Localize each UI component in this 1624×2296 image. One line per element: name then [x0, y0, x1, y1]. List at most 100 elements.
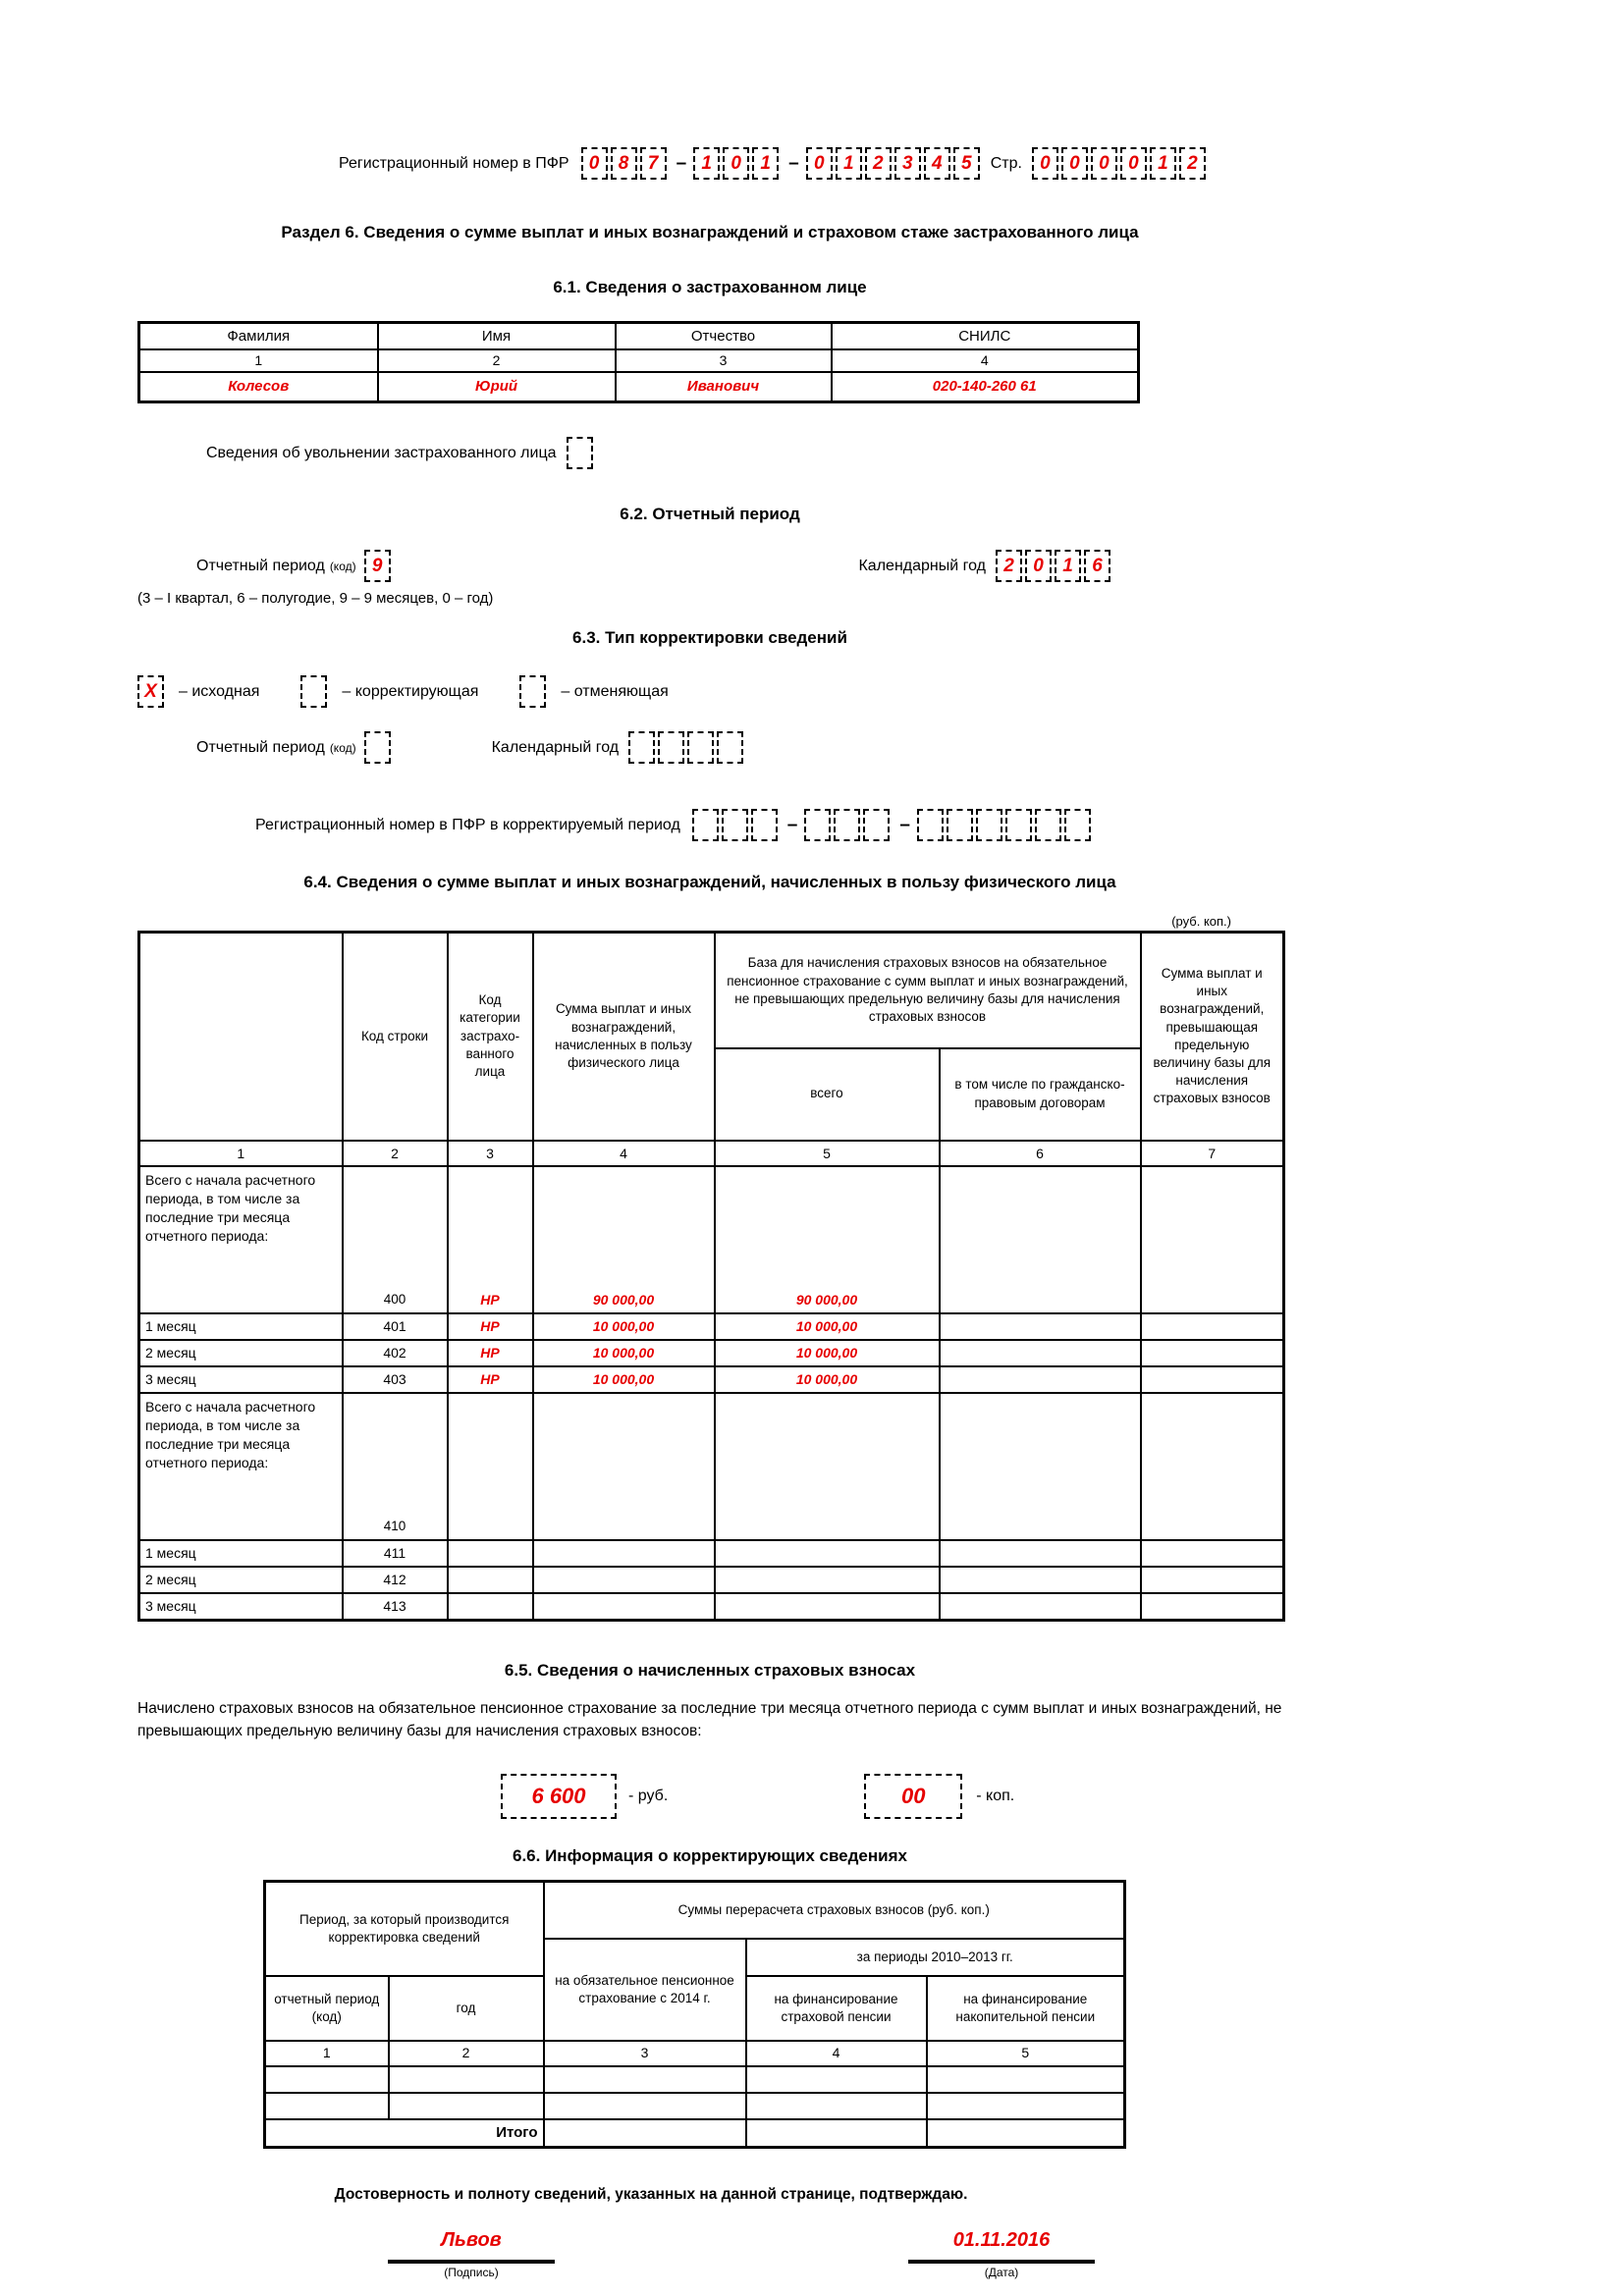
- digit-box[interactable]: 1: [693, 147, 721, 180]
- signature-caption: (Подпись): [444, 2266, 499, 2280]
- category-code: НР: [446, 1339, 534, 1368]
- date-value: 01.11.2016: [952, 2229, 1051, 2252]
- header-report-period-code: отчетный период (код): [263, 1974, 390, 2042]
- digit-box[interactable]: 2: [1178, 147, 1206, 180]
- line-code: 413: [341, 1592, 449, 1622]
- header-lastname: Фамилия: [137, 321, 379, 350]
- digit-box[interactable]: 0: [805, 147, 833, 180]
- s64-title: 6.4. Сведения о сумме выплат и иных возн…: [303, 873, 1116, 891]
- digit-box[interactable]: [804, 809, 832, 841]
- digit-box[interactable]: [628, 731, 656, 764]
- cell: [744, 2091, 928, 2120]
- category-code: НР: [446, 1165, 534, 1315]
- digit-box[interactable]: 6: [1084, 550, 1110, 582]
- digit-box[interactable]: 0: [723, 147, 750, 180]
- digit-box[interactable]: [687, 731, 715, 764]
- digit-box[interactable]: [717, 731, 744, 764]
- digit-box[interactable]: 2: [864, 147, 892, 180]
- digit-box[interactable]: [363, 731, 391, 764]
- digit-box[interactable]: [566, 437, 593, 469]
- digit-box[interactable]: [946, 809, 973, 841]
- digit-box[interactable]: [658, 731, 685, 764]
- base-civil: [938, 1365, 1142, 1395]
- corr-year-label: Календарный год: [491, 738, 620, 756]
- digit-box[interactable]: 0: [1031, 147, 1058, 180]
- digit-box[interactable]: [975, 809, 1002, 841]
- digit-box[interactable]: 0: [1119, 147, 1147, 180]
- digit-box[interactable]: [834, 809, 861, 841]
- digit-box[interactable]: 9: [363, 550, 391, 582]
- col-number: 2: [376, 347, 617, 373]
- digit-box[interactable]: 1: [1055, 550, 1081, 582]
- digit-box[interactable]: 5: [952, 147, 980, 180]
- signature-block: Львов (Подпись): [363, 2229, 579, 2279]
- digit-box[interactable]: [916, 809, 944, 841]
- line-code: 402: [341, 1339, 449, 1368]
- header-firstname: Имя: [376, 321, 617, 350]
- header-ops-2014: на обязательное пенсионное страхование с…: [542, 1937, 747, 2042]
- col-number: 5: [925, 2039, 1126, 2067]
- col-number: 1: [137, 347, 379, 373]
- header-civil-contracts: в том числе по гражданско-правовым догов…: [938, 1046, 1142, 1142]
- digit-box[interactable]: [863, 809, 891, 841]
- digit-box[interactable]: X: [137, 675, 164, 708]
- col-number: 4: [744, 2039, 928, 2067]
- digit-box[interactable]: [1004, 809, 1032, 841]
- payments-number-row: 1 2 3 4 5 6 7: [137, 1139, 1285, 1168]
- digit-box[interactable]: 1: [835, 147, 862, 180]
- total-insurance: [744, 2117, 928, 2149]
- row-label: 2 месяц: [137, 1339, 344, 1368]
- total-ops: [542, 2117, 747, 2149]
- digit-box[interactable]: 0: [580, 147, 608, 180]
- base-civil: [938, 1539, 1142, 1569]
- digit-box[interactable]: 2: [996, 550, 1022, 582]
- base-civil: [938, 1566, 1142, 1595]
- col-number: 2: [341, 1139, 449, 1168]
- digit-box[interactable]: [1063, 809, 1091, 841]
- row-label: Всего с начала расчетного периода, в том…: [137, 1392, 344, 1542]
- cell: [542, 2091, 747, 2120]
- row-411: 1 месяц 411: [137, 1539, 1285, 1569]
- corrections-header-row-3: отчетный период (код) год на финансирова…: [263, 1974, 1126, 2042]
- dismissal-label: Сведения об увольнении застрахованного л…: [206, 444, 557, 461]
- period-codes-note: (3 – I квартал, 6 – полугодие, 9 – 9 мес…: [137, 590, 494, 607]
- corr-period-label: Отчетный период: [196, 738, 325, 756]
- header-base: База для начисления страховых взносов на…: [713, 931, 1142, 1049]
- cancelling-label: – отменяющая: [561, 682, 669, 700]
- digit-box[interactable]: 7: [639, 147, 667, 180]
- date-caption: (Дата): [984, 2266, 1019, 2280]
- base-civil: [938, 1312, 1142, 1342]
- digit-box[interactable]: 4: [923, 147, 950, 180]
- snils-value: 020-140-260 61: [830, 370, 1140, 403]
- row-label: 3 месяц: [137, 1365, 344, 1395]
- header-middlename: Отчество: [614, 321, 833, 350]
- confirmation-text: Достоверность и полноту сведений, указан…: [334, 2186, 968, 2204]
- header-year: год: [387, 1974, 545, 2042]
- digit-box[interactable]: [519, 675, 547, 708]
- col-number: 4: [531, 1139, 716, 1168]
- date-block: 01.11.2016 (Дата): [874, 2229, 1129, 2279]
- corrected-reg-number-row: Регистрационный номер в ПФР в корректиру…: [255, 809, 1282, 841]
- digit-box[interactable]: [750, 809, 778, 841]
- rubles-box: 6 600: [501, 1774, 617, 1820]
- digit-box[interactable]: 3: [893, 147, 921, 180]
- digit-box[interactable]: 0: [1025, 550, 1052, 582]
- digit-box[interactable]: 0: [1090, 147, 1117, 180]
- corrected-reg-label: Регистрационный номер в ПФР в корректиру…: [255, 816, 680, 833]
- digit-box[interactable]: 1: [1149, 147, 1176, 180]
- digit-box[interactable]: [300, 675, 328, 708]
- digit-box[interactable]: [721, 809, 748, 841]
- sum-payments: [531, 1592, 716, 1622]
- digit-box[interactable]: 1: [752, 147, 780, 180]
- digit-box[interactable]: 0: [1060, 147, 1088, 180]
- corrected-reg-group-2: [804, 809, 893, 841]
- digit-box[interactable]: [1034, 809, 1061, 841]
- dash-separator: –: [899, 814, 910, 835]
- base-total: [713, 1539, 941, 1569]
- digit-box[interactable]: [691, 809, 719, 841]
- total-funded: [925, 2117, 1126, 2149]
- digit-box[interactable]: 8: [610, 147, 637, 180]
